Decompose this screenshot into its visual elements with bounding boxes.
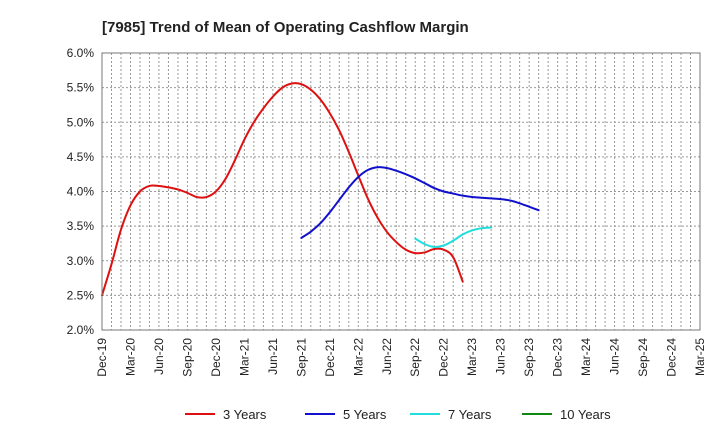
legend-label-5-years: 5 Years xyxy=(343,407,387,422)
legend-label-3-years: 3 Years xyxy=(223,407,267,422)
x-tick-label: Mar-21 xyxy=(237,338,251,376)
y-tick-label: 2.5% xyxy=(67,288,95,302)
series-line-3-years xyxy=(101,82,464,297)
x-tick-label: Jun-23 xyxy=(494,338,508,375)
x-tick-label: Jun-22 xyxy=(380,338,394,375)
x-axis: Dec-19 Mar-20 Jun-20 Sep-20 Dec-20 Mar-21 Jun-… xyxy=(95,338,707,377)
legend-label-7-years: 7 Years xyxy=(448,407,492,422)
x-tick-label: Sep-24 xyxy=(636,338,650,377)
y-tick-label: 5.5% xyxy=(67,81,95,95)
y-tick-label: 6.0% xyxy=(67,46,95,60)
plot-frame xyxy=(101,52,701,331)
y-tick-label: 2.0% xyxy=(67,323,95,337)
x-tick-label: Dec-21 xyxy=(323,338,337,377)
y-tick-label: 5.0% xyxy=(67,115,95,129)
x-tick-label: Sep-20 xyxy=(180,338,194,377)
chart-title: [7985] Trend of Mean of Operating Cashfl… xyxy=(102,19,469,36)
x-tick-label: Jun-24 xyxy=(608,338,622,375)
legend: 3 Years 5 Years 7 Years 10 Years xyxy=(185,407,611,422)
x-tick-label: Mar-22 xyxy=(351,338,365,376)
x-tick-label: Sep-21 xyxy=(294,338,308,377)
series-line-5-years xyxy=(300,166,540,239)
x-tick-label: Sep-22 xyxy=(408,338,422,377)
series-line-7-years xyxy=(414,226,493,248)
y-tick-label: 3.5% xyxy=(67,219,95,233)
x-tick-label: Jun-20 xyxy=(152,338,166,375)
x-tick-label: Dec-24 xyxy=(665,338,679,377)
x-tick-label: Dec-23 xyxy=(551,338,565,377)
x-tick-label: Dec-22 xyxy=(437,338,451,377)
x-tick-label: Mar-24 xyxy=(579,338,593,376)
y-axis: 2.0% 2.5% 3.0% 3.5% 4.0% 4.5% 5.0% 5.5% 6.0% xyxy=(67,46,95,337)
x-tick-label: Mar-23 xyxy=(465,338,479,376)
y-tick-label: 4.0% xyxy=(67,185,95,199)
x-tick-label: Mar-20 xyxy=(123,338,137,376)
legend-label-10-years: 10 Years xyxy=(560,407,611,422)
x-tick-label: Mar-25 xyxy=(693,338,707,376)
x-tick-label: Jun-21 xyxy=(266,338,280,375)
series-lines xyxy=(101,82,540,297)
y-tick-label: 3.0% xyxy=(67,254,95,268)
grid xyxy=(102,53,700,330)
x-tick-label: Dec-19 xyxy=(95,338,109,377)
x-tick-label: Sep-23 xyxy=(522,338,536,377)
x-tick-label: Dec-20 xyxy=(209,338,223,377)
y-tick-label: 4.5% xyxy=(67,150,95,164)
